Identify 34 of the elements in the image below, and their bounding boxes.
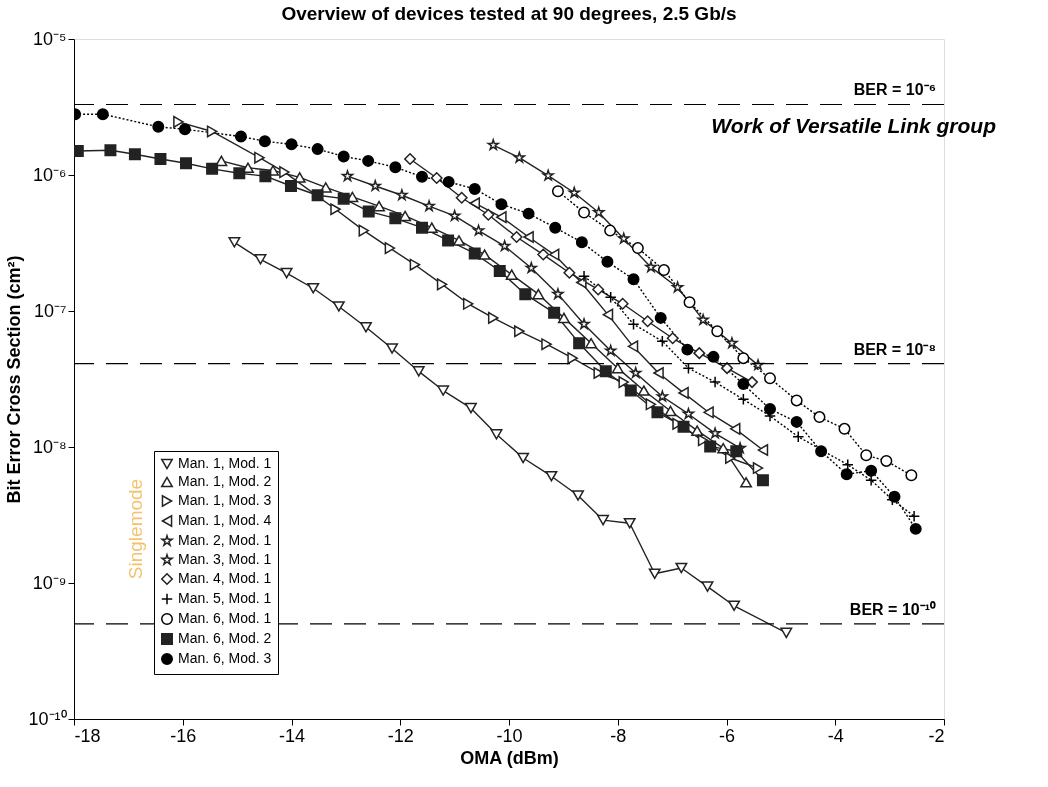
x-tick-label: -14: [278, 725, 306, 746]
y-tick-label: 10⁻⁵: [33, 28, 67, 49]
x-tick-label: -10: [496, 725, 523, 746]
annotation: BER = 10⁻⁸: [853, 340, 936, 358]
y-tick-label: 10⁻¹⁰: [28, 708, 67, 729]
x-tick-label: -2: [928, 725, 945, 746]
legend-label: Man. 6, Mod. 2: [178, 630, 272, 646]
y-tick-label: 10⁻⁸: [32, 436, 67, 457]
y-axis-title: Bit Error Cross Section (cm²): [4, 255, 25, 504]
annotation: BER = 10⁻⁶: [853, 81, 936, 99]
x-tick-label: -4: [827, 725, 844, 746]
legend-label: Man. 3, Mod. 1: [178, 551, 272, 567]
legend-label: Man. 2, Mod. 1: [178, 532, 272, 548]
legend-label: Man. 4, Mod. 1: [178, 570, 272, 586]
annotation: Singlemode: [125, 478, 146, 580]
legend-label: Man. 1, Mod. 1: [178, 455, 272, 471]
legend-label: Man. 6, Mod. 1: [178, 610, 272, 626]
x-tick-label: -12: [387, 725, 414, 746]
y-tick-label: 10⁻⁶: [33, 164, 67, 185]
legend-label: Man. 1, Mod. 3: [178, 492, 272, 508]
x-tick-label: -6: [718, 725, 736, 746]
x-tick-label: -18: [74, 725, 101, 746]
legend-label: Man. 6, Mod. 3: [178, 650, 272, 666]
chart-title: Overview of devices tested at 90 degrees, 2.5 Gb/s: [281, 3, 737, 24]
x-tick-label: -8: [610, 725, 627, 746]
y-tick-label: 10⁻⁷: [33, 300, 67, 321]
annotation: BER = 10⁻¹⁰: [849, 600, 936, 618]
x-tick-label: -16: [170, 725, 197, 746]
annotation: Work of Versatile Link group: [711, 114, 997, 137]
y-tick-label: 10⁻⁹: [32, 572, 67, 593]
legend-label: Man. 1, Mod. 4: [178, 512, 272, 528]
x-axis-title: OMA (dBm): [460, 747, 559, 768]
legend-label: Man. 1, Mod. 2: [178, 473, 272, 489]
legend-label: Man. 5, Mod. 1: [178, 590, 272, 606]
